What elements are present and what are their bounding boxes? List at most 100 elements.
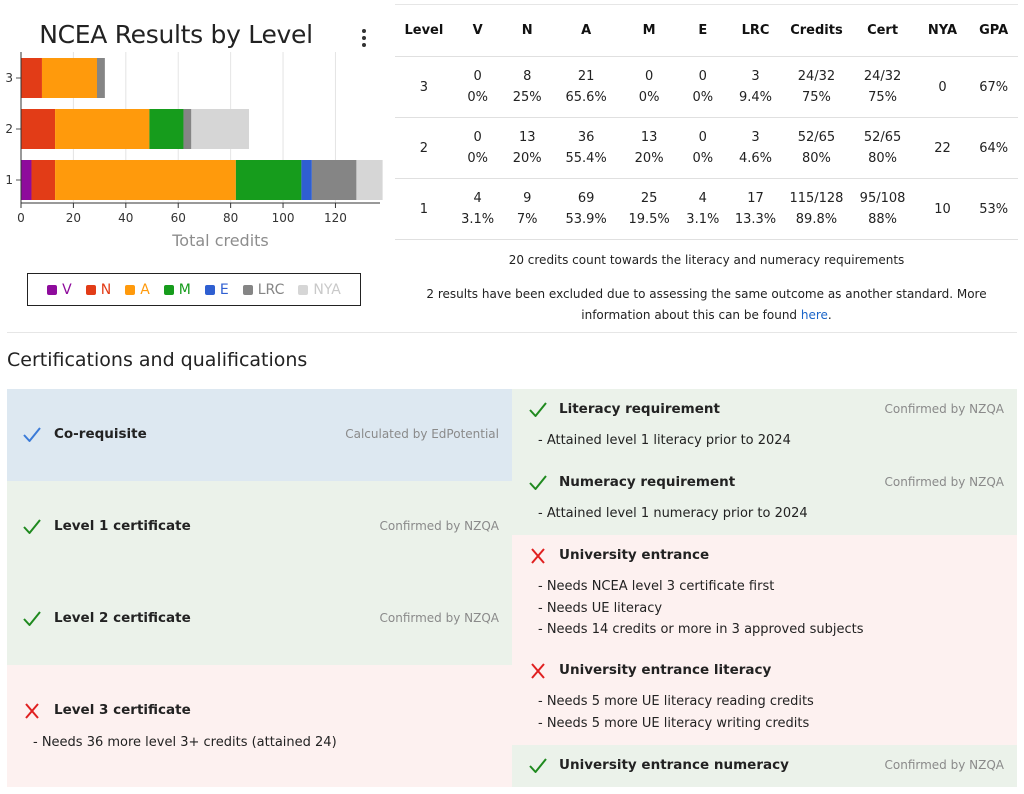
x-tick-label: 60 bbox=[171, 211, 186, 225]
cell-level: 3 bbox=[395, 56, 453, 118]
cell-lrc: 3 4.6% bbox=[727, 117, 784, 179]
cert-note: - Attained level 1 literacy prior to 202… bbox=[538, 433, 791, 448]
column-header-m: M bbox=[620, 4, 679, 57]
cell-lrc: 17 13.3% bbox=[727, 178, 784, 240]
cell-m: 25 19.5% bbox=[620, 178, 679, 240]
cell-credits: 115/128 89.8% bbox=[783, 178, 850, 240]
x-tick-label: 0 bbox=[17, 211, 25, 225]
cell-gpa: 67% bbox=[969, 56, 1018, 118]
cross-icon bbox=[528, 547, 548, 565]
check-icon bbox=[528, 401, 548, 419]
chart-legend: V N A M E LRC NYA bbox=[27, 273, 361, 306]
stacked-bar-chart: 3 2 1 0 20 40 60 80 100 120 Total credits bbox=[5, 52, 383, 250]
legend-swatch bbox=[242, 284, 253, 295]
bar-segment-n bbox=[21, 58, 42, 98]
y-tick-label: 3 bbox=[5, 71, 13, 85]
cert-note: - Needs 5 more UE literacy reading credi… bbox=[538, 694, 814, 709]
cell-nya: 22 bbox=[915, 117, 970, 179]
excluded-note-end: . bbox=[827, 308, 832, 322]
x-tick-label: 120 bbox=[324, 211, 347, 225]
cell-v: 0 0% bbox=[452, 117, 503, 179]
legend-item-m[interactable]: M bbox=[163, 281, 191, 298]
bar-segment-a bbox=[41, 58, 97, 98]
legend-item-lrc[interactable]: LRC bbox=[242, 282, 284, 298]
bar-segment-v bbox=[21, 160, 32, 200]
cell-credits: 24/32 75% bbox=[783, 56, 850, 118]
bar-segment-m bbox=[235, 160, 302, 200]
legend-label: N bbox=[100, 281, 112, 298]
cell-lrc: 3 9.4% bbox=[727, 56, 784, 118]
legend-item-n[interactable]: N bbox=[85, 281, 112, 298]
check-icon bbox=[22, 518, 42, 536]
literacy-note: 20 credits count towards the literacy an… bbox=[508, 253, 905, 267]
cert-card bbox=[7, 665, 512, 787]
cert-card bbox=[512, 651, 1017, 745]
cell-nya: 10 bbox=[915, 178, 970, 240]
bar-segment-e bbox=[301, 160, 312, 200]
cert-card bbox=[7, 389, 512, 481]
check-icon bbox=[528, 474, 548, 492]
legend-swatch bbox=[47, 284, 58, 295]
cert-card bbox=[512, 389, 1017, 462]
legend-item-e[interactable]: E bbox=[204, 282, 229, 298]
column-header-nya: NYA bbox=[915, 4, 970, 57]
column-header-gpa: GPA bbox=[969, 4, 1018, 57]
legend-label: A bbox=[140, 281, 150, 298]
cell-level: 2 bbox=[395, 117, 453, 179]
legend-swatch bbox=[85, 284, 96, 295]
column-header-n: N bbox=[502, 4, 552, 57]
bar-segment-lrc bbox=[311, 160, 357, 200]
column-header-lrc: LRC bbox=[727, 4, 784, 57]
legend-item-a[interactable]: A bbox=[125, 282, 150, 298]
legend-label: M bbox=[178, 281, 191, 298]
cell-cert: 52/65 80% bbox=[849, 117, 916, 179]
cell-a: 69 53.9% bbox=[552, 178, 621, 240]
cross-icon bbox=[22, 702, 42, 720]
x-axis-label: Total credits bbox=[171, 231, 269, 250]
table-header-row: Level V N A M E LRC Credits Cert NYA GPA bbox=[395, 4, 1018, 57]
legend-item-v[interactable]: V bbox=[47, 282, 72, 298]
cell-v: 4 3.1% bbox=[452, 178, 503, 240]
cell-cert: 95/108 88% bbox=[849, 178, 916, 240]
y-tick-label: 2 bbox=[5, 122, 13, 136]
table-row: 3 0 0% 8 25% 21 65.6% 0 0% 0 0% 3 9.4% 24/32 75% 24/32 7… bbox=[395, 56, 1018, 118]
cert-title: Numeracy requirement bbox=[559, 474, 736, 490]
cell-m: 13 20% bbox=[620, 117, 679, 179]
section-divider bbox=[7, 332, 1017, 333]
more-info-link[interactable]: here bbox=[800, 308, 828, 322]
cert-status: Confirmed by NZQA bbox=[884, 475, 1005, 489]
legend-item-nya[interactable]: NYA bbox=[298, 282, 341, 298]
cell-e: 0 0% bbox=[678, 56, 728, 118]
check-icon bbox=[528, 757, 548, 775]
cert-title: University entrance numeracy bbox=[559, 757, 789, 773]
legend-swatch bbox=[204, 284, 215, 295]
cert-note: - Needs UE literacy bbox=[538, 600, 663, 616]
legend-swatch bbox=[125, 284, 136, 295]
cell-n: 8 25% bbox=[502, 56, 552, 118]
cell-gpa: 64% bbox=[969, 117, 1018, 179]
cert-note: - Needs NCEA level 3 certificate first bbox=[538, 579, 775, 594]
cert-status: Confirmed by NZQA bbox=[884, 758, 1005, 772]
x-tick-label: 20 bbox=[66, 211, 81, 225]
bar-segment-lrc bbox=[96, 58, 105, 98]
cert-card bbox=[512, 462, 1017, 535]
cert-status: Calculated by EdPotential bbox=[345, 427, 499, 441]
column-header-v: V bbox=[452, 4, 503, 57]
cert-card bbox=[7, 481, 512, 573]
cell-a: 36 55.4% bbox=[552, 117, 621, 179]
cell-v: 0 0% bbox=[452, 56, 503, 118]
certifications-heading: Certifications and qualifications bbox=[7, 349, 308, 371]
legend-swatch bbox=[163, 284, 174, 295]
cell-nya: 0 bbox=[915, 56, 970, 118]
bar-segment-a bbox=[55, 160, 236, 200]
column-header-a: A bbox=[552, 4, 621, 57]
y-tick-label: 1 bbox=[5, 173, 13, 187]
bar-segment-a bbox=[55, 109, 150, 149]
cert-card bbox=[512, 745, 1017, 787]
cell-level: 1 bbox=[395, 178, 453, 240]
cell-e: 0 0% bbox=[678, 117, 728, 179]
column-header-e: E bbox=[678, 4, 728, 57]
excluded-note-text: 2 results have been excluded due to asse… bbox=[426, 287, 987, 322]
cert-title: University entrance literacy bbox=[559, 662, 772, 678]
more-vertical-icon[interactable] bbox=[352, 24, 376, 52]
